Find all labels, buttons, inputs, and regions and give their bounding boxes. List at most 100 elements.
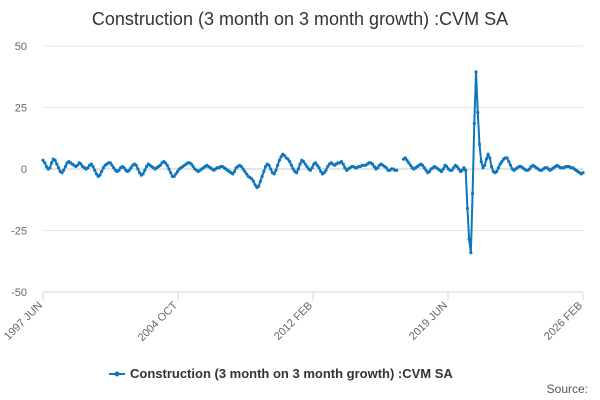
data-point[interactable] [117,168,121,172]
data-point[interactable] [55,162,59,166]
data-point[interactable] [110,163,114,167]
data-point[interactable] [315,163,319,167]
data-point[interactable] [527,167,532,171]
data-point[interactable] [127,168,131,172]
data-point[interactable] [43,161,47,165]
data-point[interactable] [138,171,142,175]
legend[interactable]: Construction (3 month on 3 month growth)… [109,366,453,381]
data-point[interactable] [395,168,399,172]
data-point[interactable] [308,168,313,172]
data-point[interactable] [489,164,494,169]
data-point[interactable] [263,164,268,169]
data-point[interactable] [370,162,375,166]
data-point[interactable] [500,160,504,164]
data-point[interactable] [289,163,294,167]
data-point[interactable] [405,158,409,162]
data-point[interactable] [486,152,490,156]
data-point[interactable] [457,167,461,171]
data-point[interactable] [274,168,278,172]
data-point[interactable] [144,164,149,169]
data-point[interactable] [470,192,475,196]
data-point[interactable] [460,168,464,172]
data-point[interactable] [86,166,90,170]
data-point[interactable] [63,164,68,169]
data-point[interactable] [277,158,281,162]
data-point[interactable] [272,172,276,176]
data-point[interactable] [243,169,247,174]
data-point[interactable] [239,164,243,169]
data-point[interactable] [326,164,330,169]
data-point[interactable] [172,174,176,178]
data-point[interactable] [253,183,257,187]
data-point[interactable] [420,163,425,167]
data-point[interactable] [250,177,254,181]
data-point[interactable] [262,169,266,174]
data-point[interactable] [462,166,466,170]
data-point[interactable] [479,160,483,164]
data-point[interactable] [310,166,314,170]
data-point[interactable] [445,164,449,169]
data-point[interactable] [384,166,388,170]
data-point[interactable] [101,166,105,170]
data-point[interactable] [129,166,133,170]
data-point[interactable] [189,162,193,166]
data-point[interactable] [241,167,245,171]
data-point[interactable] [251,179,256,183]
data-point[interactable] [376,166,380,170]
data-point[interactable] [496,166,501,170]
data-point[interactable] [291,167,295,171]
data-point[interactable] [464,168,468,172]
data-point[interactable] [581,171,585,175]
data-point[interactable] [112,166,116,170]
data-point[interactable] [167,167,171,171]
data-point[interactable] [508,163,513,167]
data-point[interactable] [455,164,459,169]
data-point[interactable] [286,157,290,161]
data-point[interactable] [232,169,237,174]
data-point[interactable] [301,160,306,164]
data-point[interactable] [313,161,318,165]
data-point[interactable] [244,172,249,176]
data-point[interactable] [424,168,428,172]
data-point[interactable] [91,164,95,169]
data-point[interactable] [267,163,271,167]
data-point[interactable] [79,162,83,166]
data-point[interactable] [469,251,473,255]
data-point[interactable] [450,168,454,172]
data-point[interactable] [322,171,326,175]
data-point[interactable] [483,163,487,167]
data-point[interactable] [343,166,347,170]
data-point[interactable] [53,158,57,162]
data-point[interactable] [44,164,49,169]
data-point[interactable] [452,166,456,170]
data-point[interactable] [158,163,162,167]
data-point[interactable] [62,168,66,172]
data-point[interactable] [100,169,104,174]
data-point[interactable] [498,162,502,166]
data-point[interactable] [257,184,261,188]
data-point[interactable] [98,173,102,177]
data-point[interactable] [48,166,52,170]
data-point[interactable] [505,156,509,160]
data-point[interactable] [94,172,99,176]
data-point[interactable] [339,160,344,164]
data-point[interactable] [134,163,138,167]
data-point[interactable] [324,168,328,172]
data-point[interactable] [488,156,492,160]
data-point[interactable] [276,163,280,167]
data-point[interactable] [441,167,445,171]
data-point[interactable] [93,168,97,172]
data-point[interactable] [41,158,45,162]
data-point[interactable] [439,169,444,174]
data-point[interactable] [296,167,300,171]
data-point[interactable] [481,166,485,170]
data-point[interactable] [295,171,299,175]
data-point[interactable] [282,153,287,158]
data-point[interactable] [165,163,169,167]
data-point[interactable] [56,166,61,170]
data-point[interactable] [143,168,147,172]
data-point[interactable] [422,166,426,170]
data-point[interactable] [260,174,264,178]
data-point[interactable] [89,162,93,166]
data-point[interactable] [108,161,112,165]
